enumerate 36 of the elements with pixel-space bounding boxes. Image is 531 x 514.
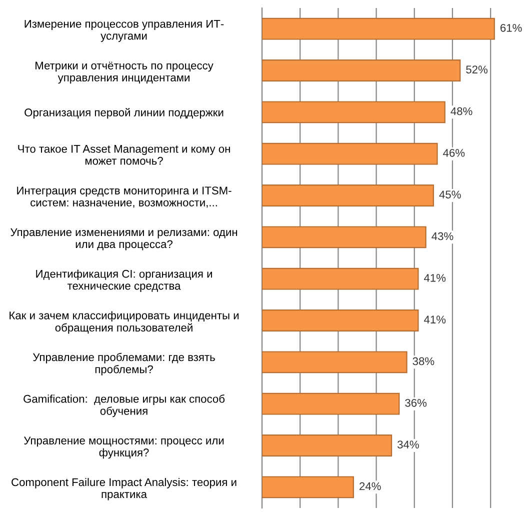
y-tick-label: Идентификация CI: организация и технические средства xyxy=(36,270,212,292)
y-tick-label: Как и зачем классифицировать инциденты и обращения пользователей xyxy=(10,311,239,334)
bar xyxy=(262,101,446,124)
bar xyxy=(262,310,419,332)
data-label: 41% xyxy=(424,316,446,324)
y-tick-label: Управление проблемами: где взять проблемы? xyxy=(32,352,215,376)
y-tick-label: Измерение процессов управления ИТ- услугами xyxy=(24,20,224,42)
data-label: 61% xyxy=(500,24,522,32)
data-label: 48% xyxy=(450,107,472,116)
bar xyxy=(262,476,354,498)
data-label: 24% xyxy=(360,482,381,490)
bar xyxy=(262,392,400,415)
data-label: 46% xyxy=(443,148,465,157)
bar xyxy=(262,60,461,82)
y-tick-label: Что такое IT Asset Management и кому он может помочь? xyxy=(18,145,230,165)
data-label: 38% xyxy=(412,357,434,366)
data-label: 52% xyxy=(466,66,488,74)
y-tick-label: Component Failure Impact Analysis: теория и практика xyxy=(12,478,236,500)
data-label: 41% xyxy=(424,274,446,282)
y-tick-label: Организация первой линии поддержки xyxy=(24,108,224,119)
y-tick-label: Управление мощностями: процесс или функция? xyxy=(24,436,224,459)
data-label: 36% xyxy=(405,398,427,407)
bar xyxy=(262,226,426,248)
y-tick-label: Управление изменениями и релизами: один или два процесса? xyxy=(10,228,238,250)
bar xyxy=(262,184,434,206)
bar xyxy=(262,142,438,165)
y-tick-label: Интеграция средств мониторинга и ITSM- систем: назначение, возможности,... xyxy=(17,186,232,208)
bar xyxy=(262,351,408,374)
y-tick-label: Метрики и отчётность по процессу управления инцидентами xyxy=(36,62,214,84)
bar xyxy=(262,434,392,456)
data-label: 43% xyxy=(432,232,454,240)
bar xyxy=(262,268,419,290)
data-label: 45% xyxy=(439,190,461,198)
data-label: 34% xyxy=(398,440,419,448)
y-tick-label: Gamification: деловые игры как способ обучения xyxy=(24,394,225,418)
bar xyxy=(262,18,495,40)
